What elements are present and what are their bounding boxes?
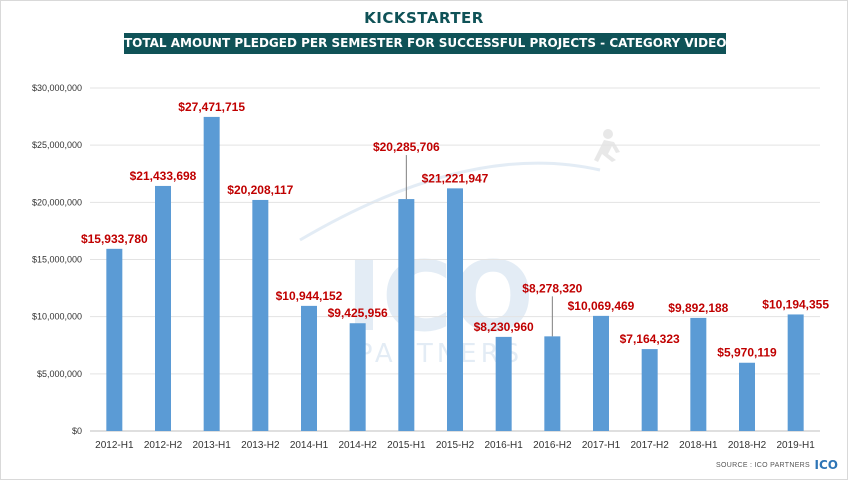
- y-axis-ticks: $0 $5,000,000 $10,000,000 $15,000,000 $20,00…: [32, 83, 82, 436]
- bar: [641, 349, 658, 431]
- brand-name: KICKSTARTER: [364, 9, 484, 27]
- data-label: $10,944,152: [276, 289, 343, 303]
- x-tick-label: 2015-H1: [387, 440, 426, 451]
- data-label: $21,433,698: [130, 169, 197, 183]
- x-axis-ticks: 2012-H1 2012-H2 2013-H1 2013-H2 2014-H1 2014-…: [95, 440, 815, 451]
- x-tick-label: 2013-H2: [241, 440, 280, 451]
- data-label: $27,471,715: [178, 100, 245, 114]
- data-label: $8,230,960: [474, 320, 534, 334]
- bar: [690, 317, 707, 431]
- bar: [301, 305, 317, 431]
- data-label: $5,970,119: [717, 346, 777, 360]
- bars: [106, 116, 804, 431]
- x-tick-label: 2012-H1: [95, 440, 134, 451]
- x-tick-label: 2014-H2: [338, 440, 377, 451]
- data-label: $20,285,706: [373, 140, 440, 154]
- label-leader-lines: [405, 155, 553, 337]
- data-label: $9,892,188: [668, 301, 728, 315]
- y-tick-label: $25,000,000: [32, 140, 82, 150]
- bar: [544, 336, 561, 431]
- y-tick-label: $10,000,000: [32, 312, 82, 322]
- bar: [106, 248, 123, 431]
- bar: [349, 323, 366, 431]
- y-tick-label: $0: [72, 426, 82, 436]
- data-label: $21,221,947: [422, 171, 489, 185]
- data-label: $10,194,355: [762, 297, 829, 311]
- data-label: $15,933,780: [81, 232, 148, 246]
- bar: [203, 116, 220, 431]
- bar: [739, 362, 755, 431]
- x-tick-label: 2016-H2: [533, 440, 572, 451]
- y-tick-label: $20,000,000: [32, 197, 82, 207]
- bar: [495, 336, 512, 431]
- x-tick-label: 2018-H1: [679, 440, 718, 451]
- bar: [398, 199, 415, 431]
- data-label: $20,208,117: [227, 183, 293, 197]
- data-labels: $15,933,780 $21,433,698 $27,471,715 $20,208…: [81, 100, 829, 360]
- chart-title: TOTAL AMOUNT PLEDGED PER SEMESTER FOR SU…: [124, 33, 726, 54]
- x-tick-label: 2015-H2: [436, 440, 475, 451]
- x-tick-label: 2013-H1: [192, 440, 231, 451]
- bar: [787, 314, 804, 431]
- x-tick-label: 2019-H1: [776, 440, 815, 451]
- watermark-sub: PARTNERS: [357, 339, 523, 369]
- x-tick-label: 2017-H2: [630, 440, 669, 451]
- data-label: $7,164,323: [620, 332, 680, 346]
- x-tick-label: 2017-H1: [582, 440, 621, 451]
- data-label: $8,278,320: [522, 281, 582, 295]
- y-tick-label: $15,000,000: [32, 255, 82, 265]
- ico-corner-logo: ICO: [815, 458, 838, 472]
- y-tick-label: $30,000,000: [32, 83, 82, 93]
- kickstarter-logo: KICKSTARTER: [0, 9, 848, 27]
- bar: [593, 315, 609, 431]
- watermark-main: ICO: [346, 241, 534, 353]
- bar: [447, 188, 463, 431]
- x-tick-label: 2016-H1: [484, 440, 523, 451]
- x-tick-label: 2018-H2: [728, 440, 767, 451]
- ico-logo-text: ICO: [814, 458, 838, 472]
- x-tick-label: 2014-H1: [290, 440, 329, 451]
- x-tick-label: 2012-H2: [144, 440, 183, 451]
- bar: [252, 199, 269, 431]
- y-tick-label: $5,000,000: [37, 369, 82, 379]
- bar: [155, 185, 171, 431]
- source-note: SOURCE : ICO PARTNERS: [716, 462, 810, 469]
- watermark-arc: [299, 161, 601, 242]
- data-label: $10,069,469: [568, 299, 635, 313]
- data-label: $9,425,956: [328, 306, 388, 320]
